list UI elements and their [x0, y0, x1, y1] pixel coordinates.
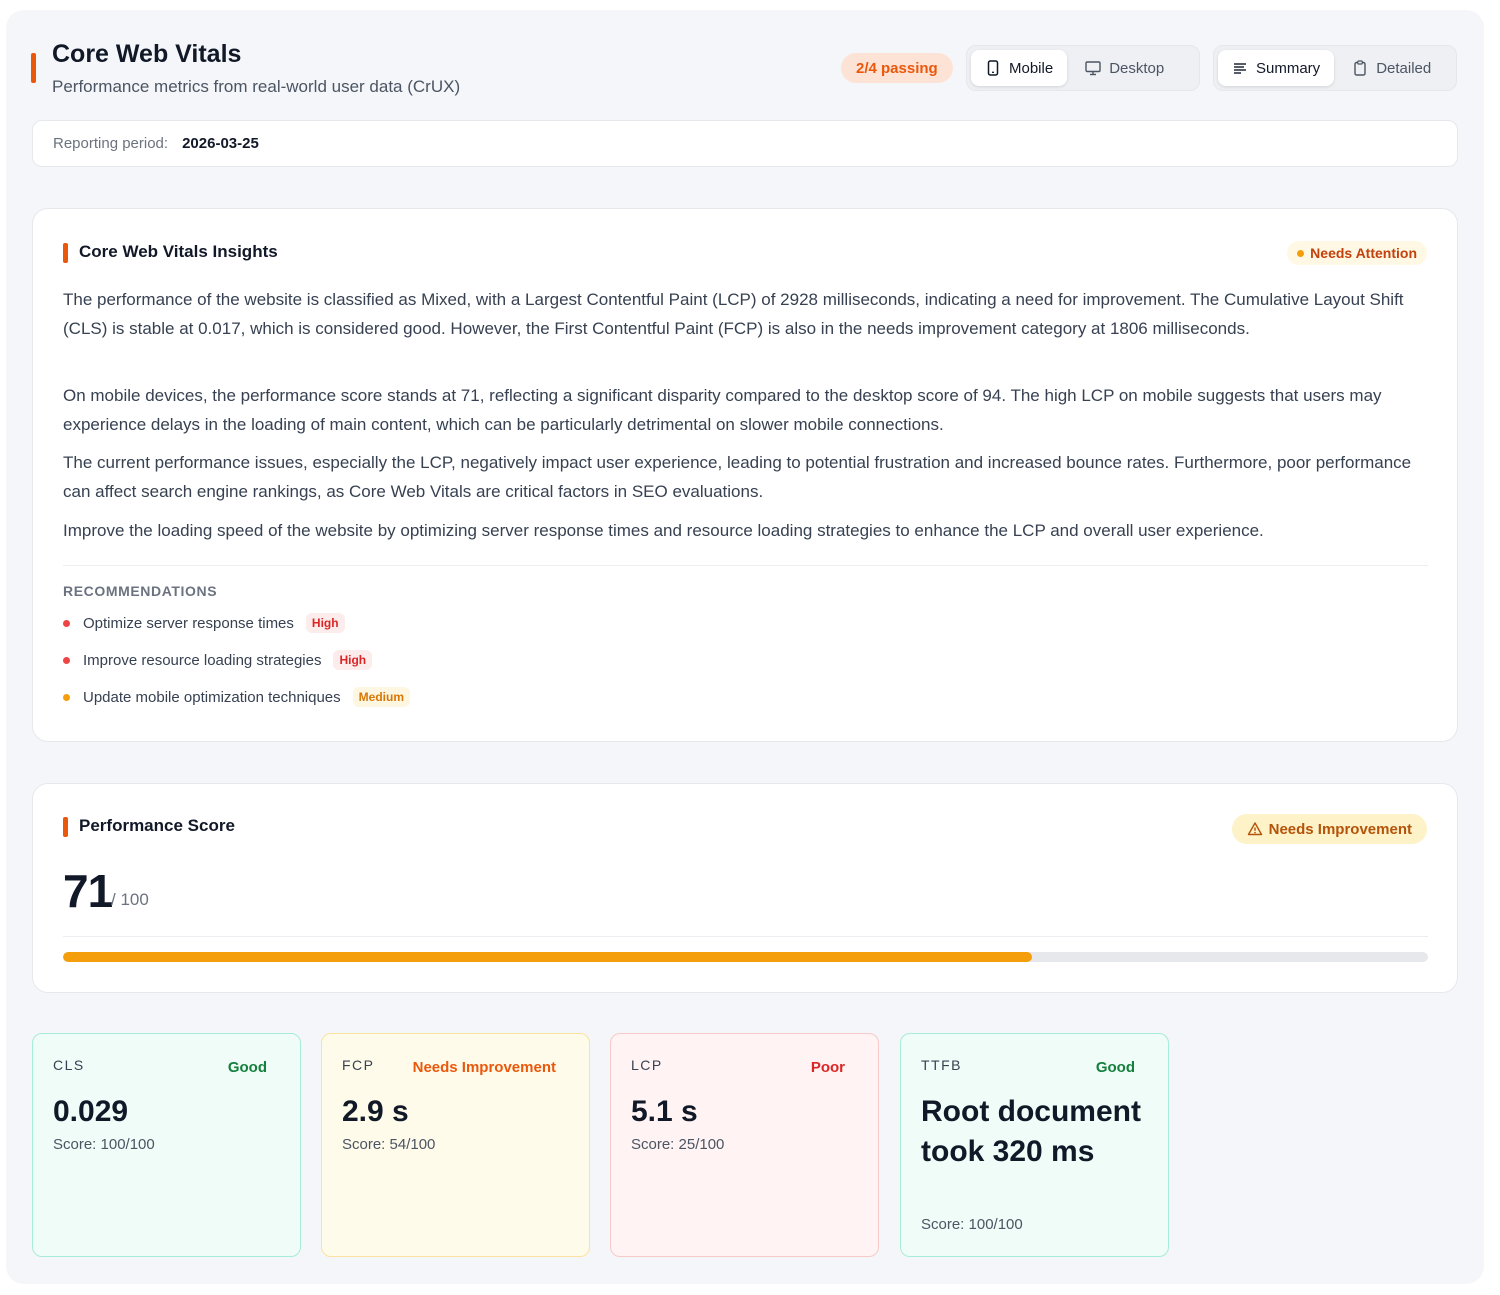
metric-score: Score: 100/100	[53, 1136, 155, 1153]
reporting-period-value: 2026-03-25	[182, 135, 259, 152]
metric-value: 0.029	[53, 1095, 129, 1128]
warning-triangle-icon	[1247, 821, 1263, 837]
metric-value: 5.1 s	[631, 1095, 698, 1128]
metric-card-cls: CLS Good 0.029 Score: 100/100	[32, 1033, 301, 1257]
metric-card-lcp: LCP Poor 5.1 s Score: 25/100	[610, 1033, 879, 1257]
metric-status: Poor	[810, 1059, 845, 1076]
metric-name: TTFB	[921, 1057, 962, 1073]
status-dot-icon	[1297, 249, 1305, 257]
metric-status: Good	[1095, 1059, 1135, 1076]
needs-attention-badge: Needs Attention	[1287, 241, 1427, 265]
summary-button[interactable]: Summary	[1218, 50, 1335, 86]
metric-score: Score: 100/100	[921, 1216, 1023, 1233]
metric-card-fcp: FCP Needs Improvement 2.9 s Score: 54/10…	[321, 1033, 590, 1257]
insights-accent-bar	[63, 243, 68, 263]
priority-dot-icon	[63, 656, 70, 664]
performance-title: Performance Score	[79, 816, 235, 835]
metric-card-ttfb: TTFB Good Root document took 320 ms Scor…	[900, 1033, 1169, 1257]
insight-paragraph: On mobile devices, the performance score…	[63, 386, 1382, 434]
monitor-icon	[1085, 60, 1101, 76]
view-toggle: Summary Detailed	[1213, 45, 1457, 91]
device-toggle: Mobile Desktop	[966, 45, 1200, 91]
metric-name: CLS	[53, 1057, 85, 1073]
detailed-button[interactable]: Detailed	[1338, 50, 1445, 86]
recommendation-item: Optimize server response times High	[63, 613, 345, 633]
recommendation-item: Improve resource loading strategies High	[63, 650, 373, 670]
list-icon	[1232, 60, 1248, 76]
insights-title: Core Web Vitals Insights	[79, 242, 278, 261]
clipboard-icon	[1352, 60, 1368, 76]
insights-divider	[63, 565, 1428, 566]
performance-score-max: / 100	[111, 890, 149, 909]
passing-badge: 2/4 passing	[841, 53, 953, 83]
page-subtitle: Performance metrics from real-world user…	[52, 77, 461, 96]
performance-progress-fill	[63, 952, 1033, 962]
metric-status: Good	[227, 1059, 267, 1076]
reporting-period-label: Reporting period:	[53, 135, 169, 152]
insight-paragraph: The performance of the website is classi…	[63, 290, 1404, 338]
insight-paragraph: Improve the loading speed of the website…	[63, 521, 1264, 540]
recommendations-heading: RECOMMENDATIONS	[63, 583, 218, 599]
recommendation-text: Improve resource loading strategies	[83, 651, 322, 669]
performance-progress-track	[63, 952, 1428, 962]
detailed-button-label: Detailed	[1376, 59, 1432, 77]
metric-value: 2.9 s	[342, 1095, 409, 1128]
priority-tag: High	[305, 613, 345, 633]
desktop-button-label: Desktop	[1109, 59, 1165, 77]
priority-tag: Medium	[352, 687, 410, 707]
performance-score-value: 71	[63, 865, 113, 917]
recommendation-text: Optimize server response times	[83, 614, 294, 632]
metric-score: Score: 54/100	[342, 1136, 436, 1153]
header-accent-bar	[31, 53, 36, 83]
mobile-button-label: Mobile	[1009, 59, 1054, 77]
needs-attention-label: Needs Attention	[1310, 245, 1417, 261]
priority-dot-icon	[63, 693, 70, 701]
priority-tag: High	[333, 650, 373, 670]
smartphone-icon	[985, 60, 1001, 76]
performance-divider	[63, 936, 1428, 937]
recommendation-text: Update mobile optimization techniques	[83, 688, 341, 706]
desktop-button[interactable]: Desktop	[1071, 50, 1178, 86]
metric-value: Root document took 320 ms	[921, 1095, 1141, 1168]
metric-score: Score: 25/100	[631, 1136, 725, 1153]
insights-card: Core Web Vitals Insights Needs Attention…	[32, 208, 1458, 742]
performance-score-card: Performance Score Needs Improvement 71 /…	[32, 783, 1458, 993]
summary-button-label: Summary	[1256, 59, 1321, 77]
page-title: Core Web Vitals	[52, 40, 242, 68]
needs-improvement-badge: Needs Improvement	[1231, 814, 1427, 844]
insight-paragraph: The current performance issues, especial…	[63, 453, 1412, 501]
metric-name: FCP	[342, 1057, 375, 1073]
performance-accent-bar	[63, 817, 68, 837]
recommendation-item: Update mobile optimization techniques Me…	[63, 687, 410, 707]
reporting-period: Reporting period: 2026-03-25	[32, 120, 1458, 167]
metric-name: LCP	[631, 1057, 663, 1073]
mobile-button[interactable]: Mobile	[971, 50, 1068, 86]
priority-dot-icon	[63, 619, 70, 627]
needs-improvement-label: Needs Improvement	[1268, 820, 1412, 838]
metric-status: Needs Improvement	[412, 1059, 556, 1076]
